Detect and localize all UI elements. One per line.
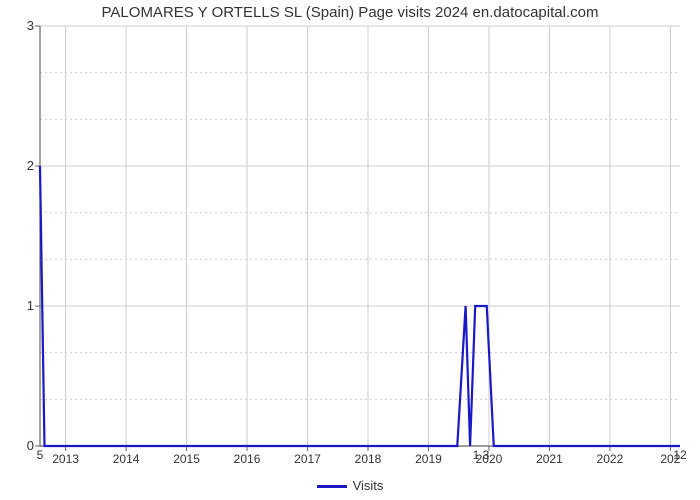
chart-title: PALOMARES Y ORTELLS SL (Spain) Page visi…	[0, 4, 700, 21]
xtick-label: 2018	[355, 452, 382, 466]
xtick-label: 2017	[294, 452, 321, 466]
value-label: 12	[673, 448, 686, 462]
value-label: 1 3	[473, 448, 490, 462]
ytick-label: 0	[18, 438, 34, 453]
xtick-label: 2022	[597, 452, 624, 466]
legend: Visits	[0, 478, 700, 493]
legend-label: Visits	[353, 478, 384, 493]
xtick-label: 2013	[52, 452, 79, 466]
xtick-label: 2021	[536, 452, 563, 466]
ytick-label: 2	[18, 158, 34, 173]
legend-swatch	[317, 485, 347, 488]
value-label: 5	[37, 448, 44, 462]
visits-chart: PALOMARES Y ORTELLS SL (Spain) Page visi…	[0, 0, 700, 500]
ytick-label: 3	[18, 18, 34, 33]
xtick-label: 2014	[113, 452, 140, 466]
xtick-label: 2019	[415, 452, 442, 466]
xtick-label: 2015	[173, 452, 200, 466]
xtick-label: 2016	[234, 452, 261, 466]
plot-svg	[40, 26, 680, 446]
ytick-label: 1	[18, 298, 34, 313]
